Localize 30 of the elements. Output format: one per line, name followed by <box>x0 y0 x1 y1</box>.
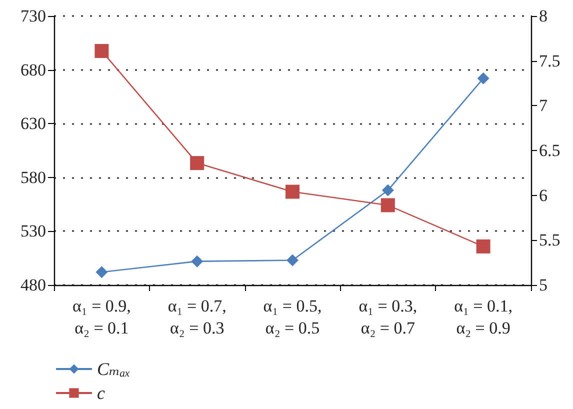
x-tick-label: α₁ = 0.7, α₂ = 0.3 <box>168 296 226 338</box>
x-tick-label: α₁ = 0.1, α₂ = 0.9 <box>454 296 513 338</box>
y-tick-label: 580 <box>20 168 46 187</box>
y2-tick-label: 6 <box>539 186 548 205</box>
y-tick-label: 680 <box>20 60 46 80</box>
y2-tick-label: 5 <box>539 276 548 294</box>
y2-tick-label: 7 <box>539 96 548 116</box>
point <box>96 266 108 278</box>
legend-label: Cₘₐₓ <box>97 359 130 379</box>
y-tick-label: 630 <box>20 114 46 134</box>
y-tick-label: 480 <box>20 276 46 294</box>
y2-tick-label: 8 <box>539 6 548 26</box>
x-tick-label: α₁ = 0.5, α₂ = 0.5 <box>263 296 322 338</box>
point <box>286 254 298 266</box>
point <box>94 44 109 58</box>
x-tick-label: α₁ = 0.3, α₂ = 0.7 <box>358 296 418 338</box>
y2-tick-label: 5.5 <box>539 230 560 250</box>
point <box>190 156 204 170</box>
y2-tick-label: 7.5 <box>539 51 560 70</box>
point <box>191 255 204 268</box>
point <box>477 72 490 84</box>
point <box>382 184 394 196</box>
legend-label: c <box>97 383 105 403</box>
y2-tick-label: 6.5 <box>539 141 560 160</box>
point <box>380 198 395 212</box>
y-tick-label: 730 <box>20 6 46 26</box>
point <box>286 184 300 199</box>
point <box>476 239 490 254</box>
x-tick-label: α₁ = 0.9, α₂ = 0.1 <box>72 296 131 338</box>
y-tick-label: 530 <box>20 222 46 241</box>
